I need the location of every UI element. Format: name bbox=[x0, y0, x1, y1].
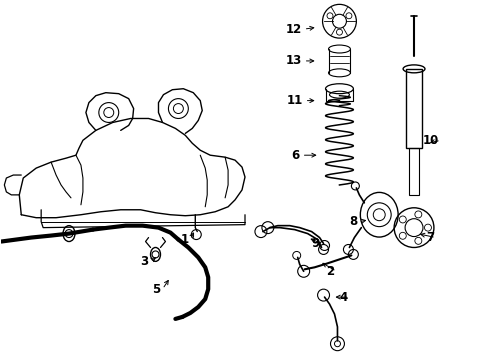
Text: 2: 2 bbox=[326, 265, 335, 278]
Text: 5: 5 bbox=[152, 283, 161, 296]
Bar bbox=[409, 148, 419, 195]
Text: 11: 11 bbox=[287, 94, 303, 107]
Bar bbox=[406, 69, 422, 148]
Text: 7: 7 bbox=[426, 231, 434, 244]
Text: 4: 4 bbox=[339, 291, 347, 303]
Text: 10: 10 bbox=[423, 134, 439, 147]
Text: 13: 13 bbox=[286, 54, 302, 67]
Text: 1: 1 bbox=[180, 233, 188, 246]
Text: 8: 8 bbox=[349, 215, 357, 228]
Text: 9: 9 bbox=[311, 237, 319, 250]
Text: 3: 3 bbox=[141, 255, 148, 268]
Text: 6: 6 bbox=[292, 149, 300, 162]
Text: 12: 12 bbox=[286, 23, 302, 36]
